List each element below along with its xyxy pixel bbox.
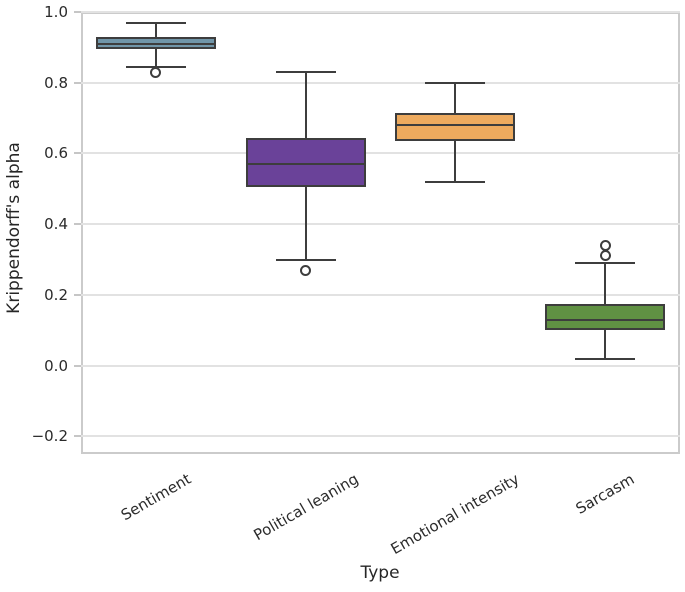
y-tick-mark: [74, 435, 81, 438]
y-tick-label: 0.4: [44, 215, 68, 234]
whisker-cap-top-political-leaning: [275, 71, 336, 74]
y-gridline: [81, 435, 680, 438]
y-tick-label: 0.6: [44, 144, 68, 163]
outlier-sarcasm: [599, 239, 611, 251]
x-tick-label-sentiment: Sentiment: [117, 470, 194, 525]
y-tick-mark: [74, 152, 81, 155]
plot-area: [81, 12, 680, 454]
y-tick-mark: [74, 223, 81, 226]
outlier-sentiment: [150, 66, 162, 78]
outlier-political-leaning: [300, 264, 312, 276]
median-line-emotional-intensity: [397, 124, 514, 127]
median-line-political-leaning: [247, 163, 364, 166]
y-tick-label: 0.2: [44, 285, 68, 304]
x-axis-title: Type: [360, 563, 400, 583]
y-tick-label: 1.0: [44, 3, 68, 21]
x-tick-label-political-leaning: Political leaning: [250, 470, 362, 545]
whisker-cap-top-sentiment: [125, 21, 186, 24]
whisker-cap-bottom-emotional-intensity: [425, 180, 486, 183]
y-gridline: [81, 293, 680, 296]
box-sarcasm: [545, 303, 666, 331]
y-tick-mark: [74, 81, 81, 84]
y-tick-label: −0.2: [31, 427, 68, 446]
y-gridline: [81, 11, 680, 13]
y-gridline: [81, 223, 680, 226]
whisker-cap-top-emotional-intensity: [425, 81, 486, 84]
y-tick-label: 0.0: [44, 356, 68, 375]
y-gridline: [81, 152, 680, 155]
median-line-sarcasm: [547, 318, 664, 321]
whisker-cap-bottom-political-leaning: [275, 258, 336, 261]
x-tick-label-sarcasm: Sarcasm: [572, 469, 638, 518]
whisker-cap-bottom-sarcasm: [575, 357, 636, 360]
y-tick-mark: [74, 364, 81, 367]
y-gridline: [81, 364, 680, 367]
box-political-leaning: [245, 137, 366, 188]
median-line-sentiment: [97, 42, 214, 45]
y-tick-mark: [74, 293, 81, 296]
y-tick-mark: [74, 11, 81, 13]
whisker-cap-top-sarcasm: [575, 262, 636, 265]
outlier-sarcasm: [599, 250, 611, 262]
y-gridline: [81, 81, 680, 84]
box-emotional-intensity: [395, 112, 516, 142]
x-tick-label-emotional-intensity: Emotional intensity: [388, 469, 523, 559]
y-tick-label: 0.8: [44, 73, 68, 92]
